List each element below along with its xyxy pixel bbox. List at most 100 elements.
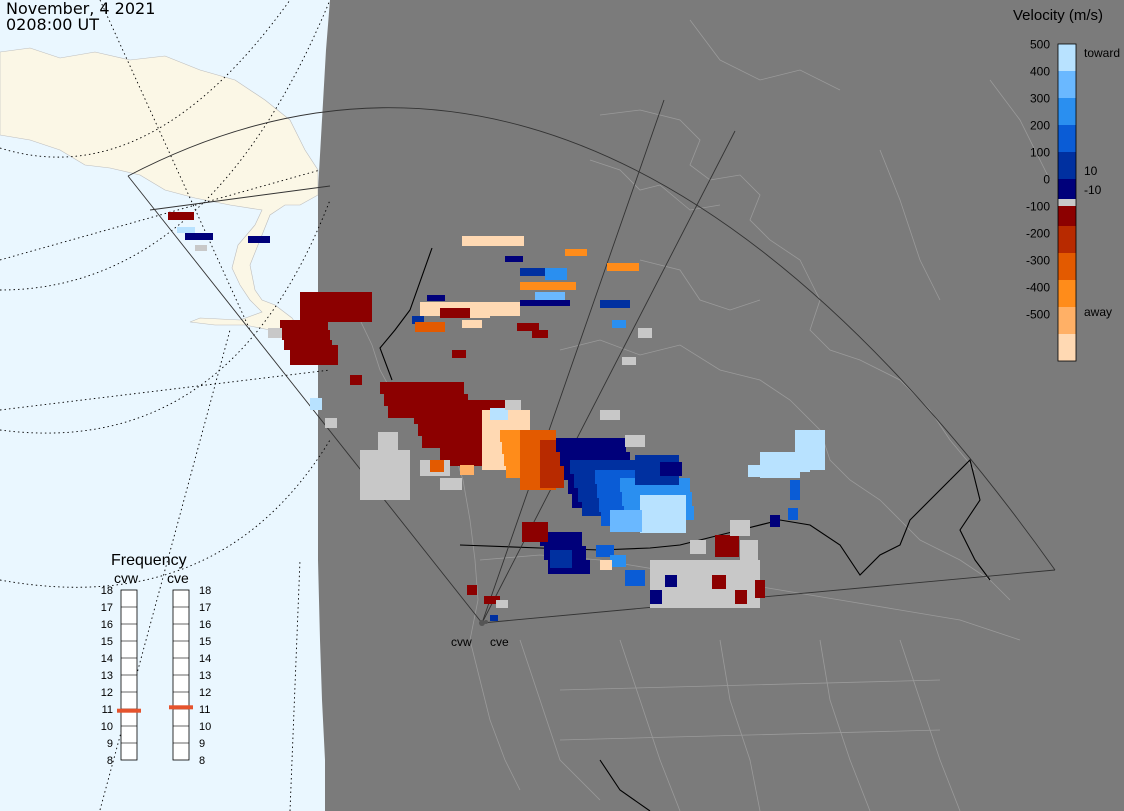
velocity-cell [584,438,598,452]
velocity-cell [482,446,494,458]
velocity-cell [348,302,360,312]
velocity-cell [268,328,282,338]
colorbar-tick-label: 0 [1043,173,1050,187]
colorbar-swatch [1058,307,1076,334]
velocity-cell [418,424,432,436]
radar-site-cve-marker [484,620,488,624]
velocity-cell [760,452,800,478]
velocity-cell [596,545,614,557]
colorbar-swatch [1058,334,1076,361]
velocity-cell [185,233,213,240]
velocity-cell [505,256,523,262]
velocity-cell [470,308,490,318]
velocity-cell [436,382,450,394]
colorbar-tick-label: -100 [1026,200,1050,214]
velocity-cell [336,292,348,302]
velocity-cell [612,438,626,452]
colorbar-swatch [1058,44,1076,71]
velocity-cell [576,560,590,574]
velocity-cell [578,488,592,502]
velocity-cell [312,292,324,302]
velocity-cell [388,406,402,418]
velocity-cell [522,522,548,542]
velocity-cell [625,570,645,586]
velocity-cell [568,532,582,546]
velocity-cell [440,418,454,430]
velocity-cell [730,520,750,536]
frequency-tick-left: 13 [101,670,113,682]
velocity-cell [570,460,584,474]
velocity-cell [607,263,639,271]
velocity-cell [755,580,765,598]
velocity-cell [600,560,612,570]
frequency-marker [117,708,141,713]
velocity-cell [312,302,324,312]
velocity-cell [545,268,567,280]
velocity-cell [740,540,758,562]
velocity-cell [177,227,195,233]
frequency-tick-left: 9 [107,738,113,750]
velocity-cell [502,442,514,454]
velocity-cell [348,312,360,322]
velocity-cell [540,464,552,476]
velocity-cell [302,355,314,365]
velocity-cell [302,345,314,355]
velocity-cell [468,454,482,466]
velocity-cell [300,292,312,302]
velocity-cell [790,480,800,500]
colorbar-away-label: away [1084,305,1112,319]
frequency-tick-right: 10 [199,721,211,733]
radar-field-of-view [127,99,1056,624]
colorbar-tick-label: 400 [1030,65,1050,79]
velocity-cell [428,412,442,424]
velocity-cell [715,535,739,557]
colorbar-tick-label: -200 [1026,227,1050,241]
radar-site-label-cve: cve [490,635,509,649]
frequency-tick-left: 17 [101,602,113,614]
colorbar-swatch [1058,98,1076,125]
colorbar-tick-label: 300 [1030,92,1050,106]
velocity-cell [360,312,372,322]
velocity-cell [600,410,620,420]
colorbar-tick-label: -400 [1026,281,1050,295]
velocity-cell [427,295,445,301]
frequency-marker [169,705,193,710]
colorbar-tick-label: 200 [1030,119,1050,133]
velocity-cell [468,418,482,430]
velocity-cell [540,476,552,488]
colorbar-tick-label: 100 [1030,146,1050,160]
velocity-cell [520,282,576,290]
frequency-tick-right: 11 [199,704,210,716]
velocity-cell [312,312,324,322]
frequency-title: Frequency [111,552,187,569]
frequency-tick-left: 12 [101,687,113,699]
velocity-cell [540,440,552,452]
velocity-cell [314,355,326,365]
velocity-cell [597,484,611,498]
velocity-cell [290,345,302,355]
velocity-cell [452,350,466,358]
velocity-cell [384,394,398,406]
colorbar-toward-label: toward [1084,46,1120,60]
radar-site-label-cvw: cvw [451,635,472,649]
velocity-cell [650,590,662,604]
velocity-cell [574,474,588,488]
frequency-tick-right: 9 [199,738,205,750]
velocity-cell [468,442,482,454]
frequency-label-cvw: cvw [114,570,139,586]
velocity-cell [290,355,302,365]
velocity-cell [306,330,318,340]
frequency-tick-left: 14 [101,653,113,665]
velocity-cell [326,345,338,355]
velocity-cell [800,460,810,472]
frequency-tick-right: 17 [199,602,211,614]
velocity-data-cells [168,212,825,621]
velocity-cell [394,382,408,394]
velocity-cell [304,320,316,330]
velocity-cell [422,436,436,448]
velocity-cell [595,470,609,484]
velocity-cell [598,438,612,452]
velocity-cell [468,430,482,442]
velocity-cell [748,465,760,477]
velocity-cell [599,498,613,512]
